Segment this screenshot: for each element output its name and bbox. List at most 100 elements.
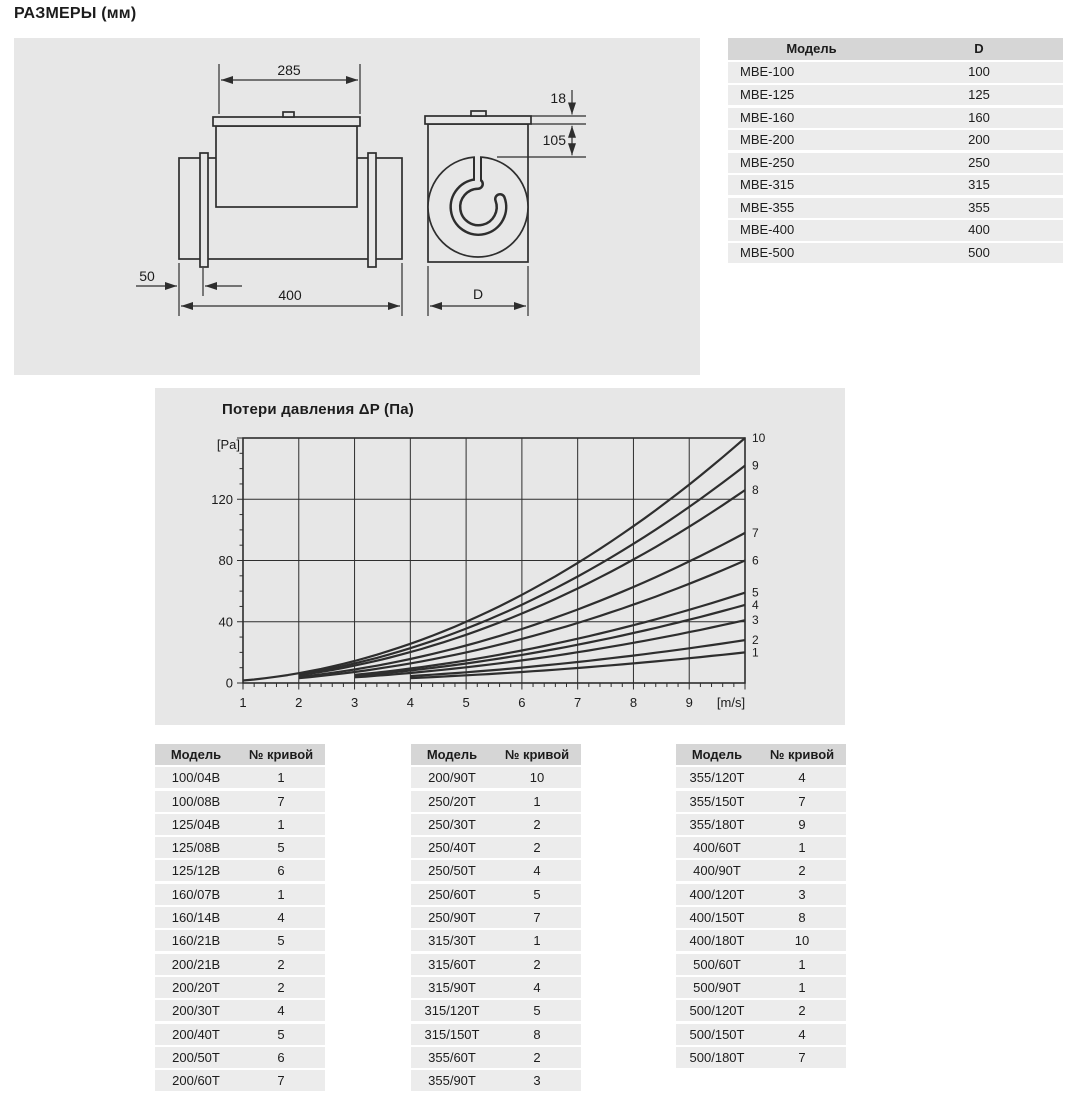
value-cell: 160 (968, 109, 990, 125)
model-cell: МВЕ-250 (740, 154, 795, 170)
model-cell: 200/21В (171, 956, 221, 972)
table-row: 160/21В 5 (155, 930, 325, 952)
curve-number-table-2: Модель № кривой 200/90Т 10 250/20Т 1 250/30Т 2 2… (411, 744, 581, 1092)
x-tick-label: 3 (351, 695, 358, 710)
value-cell: 8 (798, 910, 806, 926)
dimension-drawing-panel: 285 50 400 18 105 D (14, 38, 700, 375)
column-header: № кривой (504, 747, 570, 762)
table-row: 250/90Т 7 (411, 907, 581, 929)
table-row: МВЕ-125 125 (728, 84, 1063, 106)
model-cell: 355/150Т (689, 793, 745, 809)
value-cell: 2 (533, 956, 541, 972)
table-row: 355/60Т 2 (411, 1046, 581, 1068)
y-tick-label: 80 (219, 553, 233, 568)
x-tick-label: 5 (462, 695, 469, 710)
table-row: 315/60Т 2 (411, 953, 581, 975)
dim-top-width: 285 (277, 62, 301, 78)
value-cell: 1 (533, 933, 541, 949)
model-cell: 200/90Т (428, 770, 476, 786)
value-cell: 500 (968, 245, 990, 261)
curve-label-10: 10 (752, 431, 766, 445)
value-cell: 1 (533, 793, 541, 809)
table-row: 250/30Т 2 (411, 813, 581, 835)
table-row: 400/60Т 1 (676, 837, 846, 859)
table-row: 315/90Т 4 (411, 976, 581, 998)
value-cell: 2 (277, 979, 285, 995)
table-row: МВЕ-315 315 (728, 175, 1063, 196)
table-row: 160/07В 1 (155, 883, 325, 905)
model-cell: 355/120Т (689, 770, 745, 786)
dim-cover-height: 18 (550, 90, 566, 106)
heater-side-view (178, 111, 403, 268)
table-row: 200/50Т 6 (155, 1046, 325, 1068)
value-cell: 6 (277, 1049, 285, 1065)
value-cell: 7 (277, 793, 285, 809)
model-cell: 355/60Т (428, 1049, 476, 1065)
table-row: 250/50Т 4 (411, 860, 581, 882)
value-cell: 355 (968, 199, 990, 215)
pressure-curve-3 (354, 619, 746, 679)
value-cell: 5 (277, 840, 285, 856)
value-cell: 400 (968, 222, 990, 238)
table-row: 500/90Т 1 (676, 976, 846, 998)
value-cell: 200 (968, 132, 990, 148)
table-row: 400/180Т 10 (676, 930, 846, 952)
model-cell: 500/90Т (693, 979, 741, 995)
table-row: 315/150Т 8 (411, 1023, 581, 1045)
value-cell: 2 (277, 956, 285, 972)
value-cell: 1 (277, 816, 285, 832)
curve-number-labels: 12 345 6 7 8 9 10 (752, 431, 766, 659)
model-cell: 200/40Т (172, 1026, 220, 1042)
x-tick-label: 9 (686, 695, 693, 710)
value-cell: 125 (968, 86, 990, 102)
model-cell: МВЕ-125 (740, 86, 795, 102)
model-cell: 500/120Т (689, 1003, 745, 1019)
dimension-labels: 285 50 400 18 105 D (139, 62, 566, 303)
value-cell: 4 (277, 1003, 285, 1019)
model-cell: 125/04В (171, 816, 221, 832)
table-row: 160/14В 4 (155, 907, 325, 929)
model-cell: 315/90Т (428, 979, 476, 995)
terminal-box (215, 125, 358, 208)
model-cell: 160/07В (171, 886, 221, 902)
model-cell: 400/180Т (689, 933, 745, 949)
model-cell: 355/180Т (689, 816, 745, 832)
value-cell: 10 (794, 933, 810, 949)
table-row: МВЕ-250 250 (728, 152, 1063, 173)
table-row: 355/120Т 4 (676, 767, 846, 789)
table-header-row: Модель № кривой (411, 744, 581, 765)
table-row: МВЕ-400 400 (728, 220, 1063, 241)
value-cell: 4 (798, 1026, 806, 1042)
model-cell: 125/12В (171, 863, 221, 879)
value-cell: 4 (533, 863, 541, 879)
value-cell: 5 (533, 886, 541, 902)
value-cell: 315 (968, 177, 990, 193)
model-diameter-table: Модель D МВЕ-100 100 МВЕ-125 125 МВЕ-160 160 МВЕ… (728, 38, 1063, 264)
model-cell: 200/50Т (172, 1049, 220, 1065)
value-cell: 1 (798, 956, 806, 972)
table-row: 125/08В 5 (155, 837, 325, 859)
value-cell: 2 (533, 816, 541, 832)
chart-title: Потери давления ΔP (Па) (222, 401, 414, 418)
dim-total-length: 400 (278, 287, 302, 303)
value-cell: 1 (798, 840, 806, 856)
value-cell: 7 (798, 1049, 806, 1065)
column-header: D (974, 41, 984, 56)
table-row: 200/90Т 10 (411, 767, 581, 789)
curve-label-5: 5 (752, 586, 759, 600)
model-cell: 315/120Т (424, 1003, 480, 1019)
column-header: № кривой (769, 747, 835, 762)
dim-diameter: D (473, 286, 483, 302)
heater-front-view (424, 110, 532, 263)
right-flange (367, 152, 377, 268)
table-row: 125/12В 6 (155, 860, 325, 882)
table-row: 250/60Т 5 (411, 883, 581, 905)
chart-axis-labels: 1 2 3 4 5 6 7 8 9 0 40 80 120 (211, 492, 693, 710)
pressure-loss-chart-panel: Потери давления ΔP (Па) 1 2 3 4 5 6 7 8 9 0 40 80 12… (155, 388, 845, 725)
table-row: МВЕ-500 500 (728, 243, 1063, 264)
curve-label-6: 6 (752, 554, 759, 568)
model-cell: МВЕ-315 (740, 177, 795, 193)
model-cell: МВЕ-100 (740, 64, 795, 80)
column-header: № кривой (248, 747, 314, 762)
curve-number-table-1: Модель № кривой 100/04В 1 100/08В 7 125/04В 1 12… (155, 744, 325, 1092)
